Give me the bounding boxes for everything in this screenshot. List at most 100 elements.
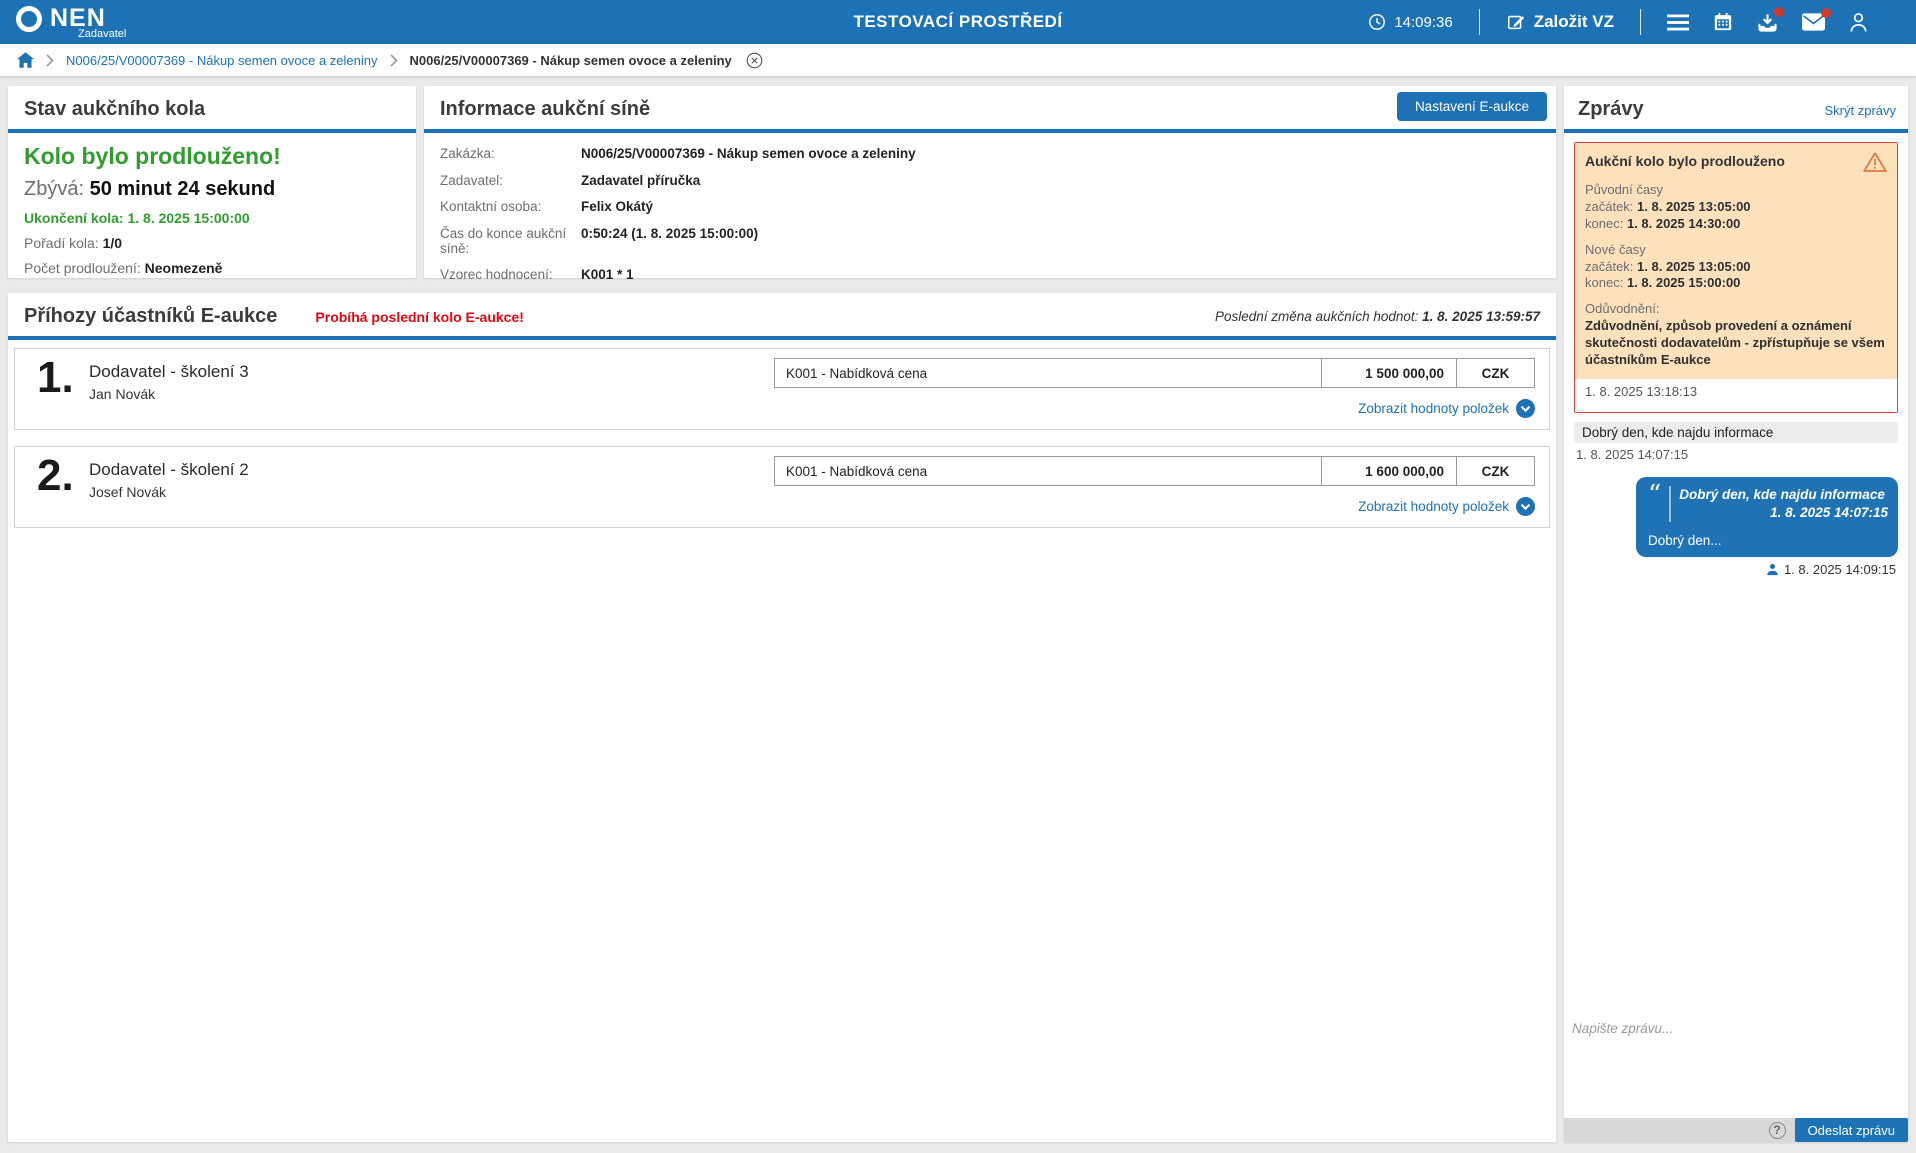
bid-values: K001 - Nabídková cena 1 500 000,00 CZK bbox=[774, 358, 1535, 388]
alert-timestamp: 1. 8. 2025 13:18:13 bbox=[1575, 378, 1897, 412]
menu-button[interactable] bbox=[1667, 14, 1689, 31]
help-icon[interactable]: ? bbox=[1768, 1121, 1786, 1139]
auction-round-status-panel: Stav aukčního kola Kolo bylo prodlouženo… bbox=[8, 86, 416, 278]
alert-reason: Odůvodnění: Zdůvodnění, způsob provedení… bbox=[1585, 301, 1885, 368]
info-row-contracting-authority: Zadavatel: Zadavatel příručka bbox=[440, 172, 701, 188]
chevron-right-icon bbox=[389, 53, 398, 67]
bidder-company: Dodavatel - školení 3 bbox=[89, 362, 249, 381]
home-breadcrumb-link[interactable] bbox=[17, 52, 34, 68]
menu-icon bbox=[1667, 14, 1689, 30]
panel-title: Zprávy bbox=[1578, 98, 1644, 120]
clock-time: 14:09:36 bbox=[1394, 13, 1453, 31]
currency-field: CZK bbox=[1457, 456, 1535, 486]
logo-text: NEN bbox=[50, 4, 106, 32]
time-remaining-value: 50 minut 24 sekund bbox=[89, 178, 276, 200]
quoted-timestamp: 1. 8. 2025 14:07:15 bbox=[1770, 505, 1888, 521]
panel-title: Stav aukčního kola bbox=[24, 98, 206, 120]
auction-room-info-header: Informace aukční síně Nastavení E-aukce bbox=[424, 86, 1556, 133]
auction-room-info-panel: Informace aukční síně Nastavení E-aukce … bbox=[424, 86, 1556, 282]
message-input-area bbox=[1564, 1015, 1908, 1118]
bid-row: 1. Dodavatel - školení 3 Jan Novák K001 … bbox=[14, 348, 1550, 430]
quote-icon: “ bbox=[1648, 479, 1662, 510]
close-tab-icon[interactable] bbox=[746, 52, 763, 69]
show-item-values-link[interactable]: Zobrazit hodnoty položek bbox=[1358, 497, 1535, 516]
messages-list: Aukční kolo bylo prodlouženo Původní čas… bbox=[1564, 133, 1908, 1015]
user-small-icon bbox=[1767, 564, 1778, 576]
logo-role-label: Zadavatel bbox=[78, 28, 127, 40]
message-input[interactable] bbox=[1572, 1021, 1900, 1112]
currency-field: CZK bbox=[1457, 358, 1535, 388]
round-extended-status: Kolo bylo prodlouženo! bbox=[24, 143, 281, 169]
info-row-time-to-end: Čas do konce aukční síně: 0:50:24 (1. 8.… bbox=[440, 225, 759, 256]
create-vz-label: Založit VZ bbox=[1533, 12, 1614, 31]
breadcrumb-item-procurement[interactable]: N006/25/V00007369 - Nákup semen ovoce a … bbox=[66, 52, 378, 68]
edit-icon bbox=[1507, 15, 1524, 30]
download-icon bbox=[1758, 13, 1777, 32]
nen-logo-icon bbox=[16, 6, 42, 32]
round-extensions: Počet prodloužení: Neomezeně bbox=[24, 260, 223, 276]
outgoing-message: “ Dobrý den, kde najdu informace 1. 8. 2… bbox=[1636, 476, 1898, 558]
chevron-down-circle-icon bbox=[1516, 497, 1535, 516]
clock-icon bbox=[1369, 14, 1386, 30]
calendar-icon bbox=[1714, 12, 1732, 31]
home-icon bbox=[17, 52, 34, 68]
incoming-message: Dobrý den, kde najdu informace bbox=[1574, 421, 1898, 443]
breadcrumb-item-current: N006/25/V00007369 - Nákup semen ovoce a … bbox=[409, 52, 732, 68]
bidder-person: Jan Novák bbox=[89, 386, 156, 402]
participant-bids-header: Příhozy účastníků E-aukce Probíhá posled… bbox=[8, 293, 1556, 340]
downloads-button[interactable] bbox=[1757, 6, 1784, 33]
topbar-divider bbox=[1640, 9, 1641, 35]
outgoing-message-text: Dobrý den... bbox=[1648, 533, 1722, 549]
warning-icon bbox=[1863, 152, 1887, 172]
bid-values: K001 - Nabídková cena 1 600 000,00 CZK bbox=[774, 456, 1535, 486]
outgoing-message-timestamp: 1. 8. 2025 14:09:15 bbox=[1783, 562, 1896, 578]
outgoing-message-meta: 1. 8. 2025 14:09:15 bbox=[1574, 557, 1898, 577]
quoted-text: Dobrý den, kde najdu informace bbox=[1679, 486, 1885, 502]
last-bid-change: Poslední změna aukčních hodnot: 1. 8. 20… bbox=[1215, 309, 1540, 324]
mail-icon bbox=[1802, 13, 1825, 31]
time-remaining-label: Zbývá: bbox=[24, 178, 85, 200]
message-toolbar: ? Odeslat zprávu bbox=[1564, 1118, 1908, 1142]
messages-header: Zprávy Skrýt zprávy bbox=[1564, 86, 1908, 133]
notification-badge bbox=[1821, 8, 1831, 18]
panel-title: Informace aukční síně bbox=[440, 98, 651, 120]
eauction-settings-button[interactable]: Nastavení E-aukce bbox=[1396, 92, 1547, 121]
bid-rank: 1. bbox=[37, 353, 74, 402]
chevron-right-icon bbox=[46, 53, 54, 67]
chevron-down-circle-icon bbox=[1516, 399, 1535, 418]
bidder-company: Dodavatel - školení 2 bbox=[89, 460, 249, 479]
alert-new-times: Nové časy začátek: 1. 8. 2025 13:05:00 k… bbox=[1585, 241, 1751, 291]
auction-round-status-header: Stav aukčního kola bbox=[8, 86, 416, 133]
participant-bids-panel: Příhozy účastníků E-aukce Probíhá posled… bbox=[8, 293, 1556, 1142]
round-extended-alert: Aukční kolo bylo prodlouženo Původní čas… bbox=[1574, 142, 1898, 413]
hide-messages-link[interactable]: Skrýt zprávy bbox=[1824, 103, 1896, 118]
alert-title: Aukční kolo bylo prodlouženo bbox=[1585, 153, 1785, 169]
top-header-bar: NEN Zadavatel TESTOVACÍ PROSTŘEDÍ 14:09:… bbox=[0, 0, 1916, 44]
user-icon bbox=[1850, 12, 1867, 32]
incoming-message-timestamp: 1. 8. 2025 14:07:15 bbox=[1576, 446, 1689, 462]
server-clock: 14:09:36 bbox=[1368, 13, 1453, 31]
breadcrumb: N006/25/V00007369 - Nákup semen ovoce a … bbox=[0, 44, 1916, 76]
info-row-evaluation-formula: Vzorec hodnocení: K001 * 1 bbox=[440, 267, 634, 282]
final-round-notice: Probíhá poslední kolo E-aukce! bbox=[315, 308, 524, 325]
time-remaining: Zbývá: 50 minut 24 sekund bbox=[24, 178, 400, 201]
round-order: Pořadí kola: 1/0 bbox=[24, 235, 123, 251]
quote-divider bbox=[1669, 485, 1672, 523]
round-end-time: Ukončení kola: 1. 8. 2025 15:00:00 bbox=[24, 210, 250, 226]
messages-panel: Zprávy Skrýt zprávy Aukční kolo bylo pro… bbox=[1564, 86, 1908, 1142]
alert-original-times: Původní časy začátek: 1. 8. 2025 13:05:0… bbox=[1585, 182, 1751, 231]
info-row-contact-person: Kontaktní osoba: Felix Okátý bbox=[440, 199, 654, 214]
send-message-button[interactable]: Odeslat zprávu bbox=[1794, 1118, 1908, 1142]
calendar-button[interactable] bbox=[1713, 12, 1733, 32]
bid-value-field: 1 500 000,00 bbox=[1322, 358, 1457, 388]
create-vz-button[interactable]: Založit VZ bbox=[1506, 12, 1614, 32]
show-item-values-link[interactable]: Zobrazit hodnoty položek bbox=[1358, 399, 1535, 418]
bidder-person: Josef Novák bbox=[89, 484, 167, 500]
criterion-field: K001 - Nabídková cena bbox=[774, 456, 1322, 486]
topbar-divider bbox=[1478, 9, 1480, 35]
nen-logo[interactable]: NEN Zadavatel bbox=[16, 0, 126, 44]
profile-button[interactable] bbox=[1849, 12, 1868, 33]
criterion-field: K001 - Nabídková cena bbox=[774, 358, 1322, 388]
panel-title: Příhozy účastníků E-aukce bbox=[24, 305, 278, 327]
messages-button[interactable] bbox=[1802, 8, 1831, 31]
